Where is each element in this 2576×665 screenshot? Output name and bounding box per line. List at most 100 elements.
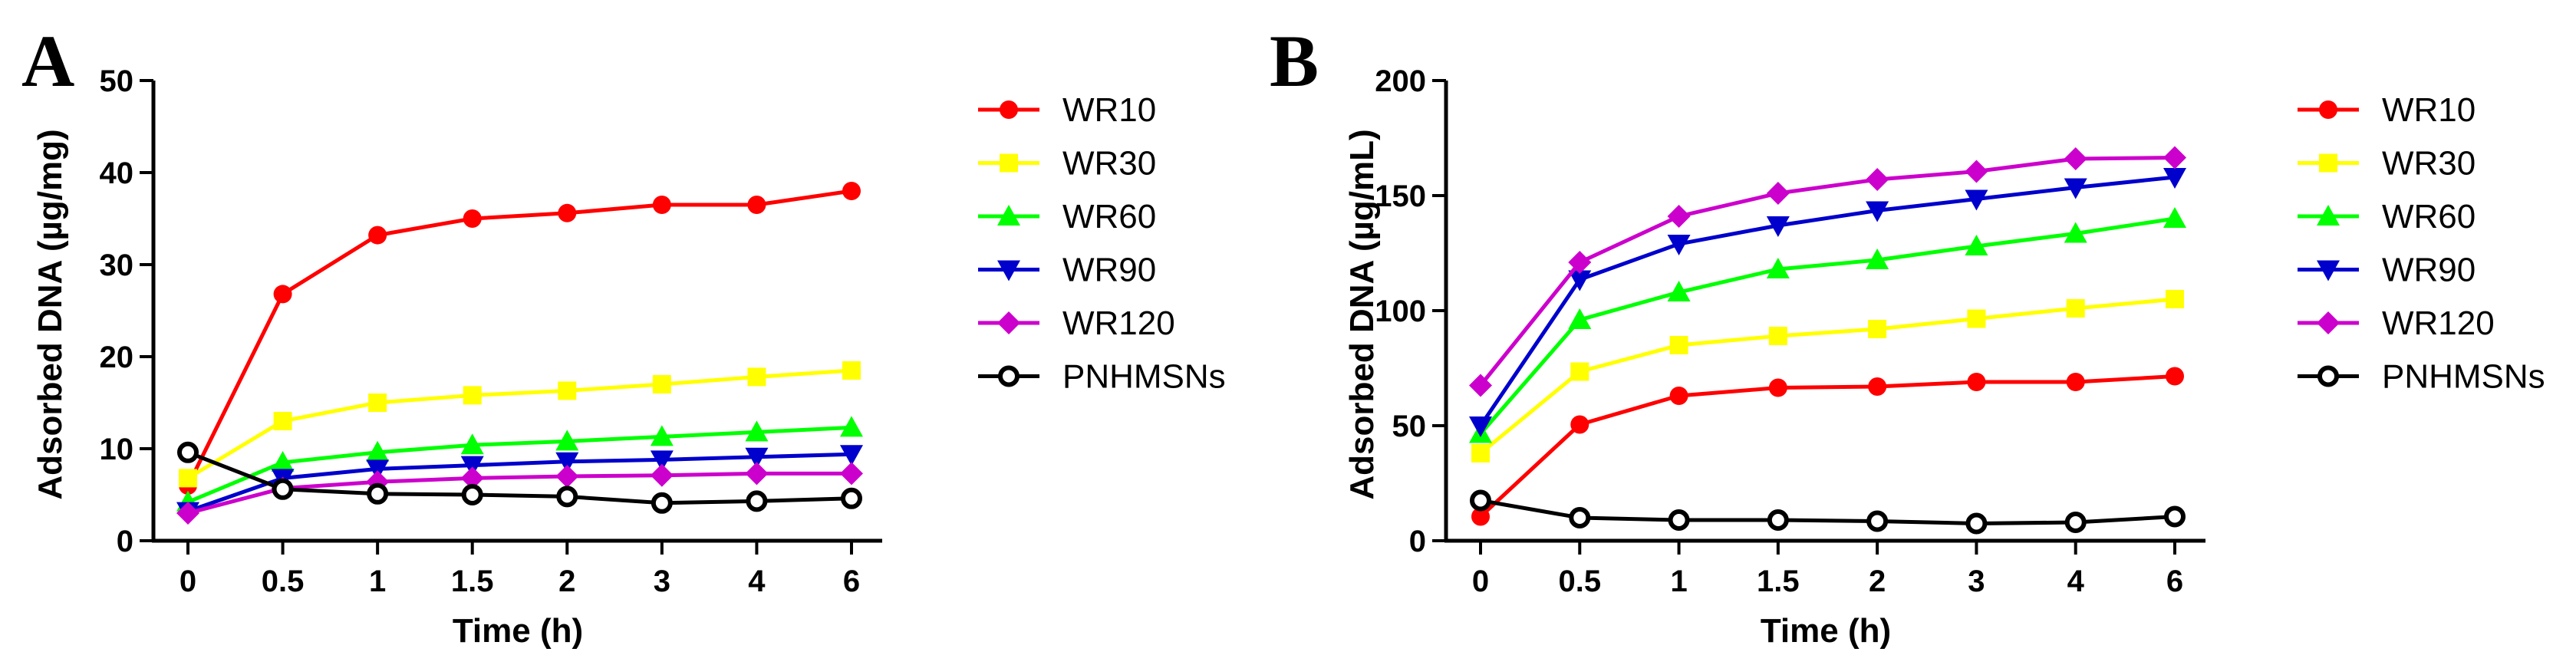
- legend-label: WR90: [1062, 252, 1156, 289]
- data-point: [556, 486, 578, 508]
- legend-marker: [2317, 205, 2340, 226]
- x-tick-label: 0.5: [262, 565, 305, 598]
- data-point: [2066, 373, 2085, 391]
- data-point: [650, 425, 674, 446]
- panel-letter: B: [1270, 20, 1319, 102]
- x-tick-label: 1.5: [451, 565, 494, 598]
- legend-item-wr90: WR90: [978, 252, 1156, 289]
- data-point: [1668, 509, 1690, 531]
- series-wr120: [1469, 146, 2186, 397]
- data-point: [1866, 201, 1889, 222]
- data-point: [2066, 299, 2085, 318]
- data-point: [1766, 182, 1790, 205]
- y-axis-title: Adsorbed DNA (µg/mL): [1343, 129, 1381, 499]
- data-point: [1868, 377, 1887, 396]
- series-line: [187, 450, 852, 505]
- data-point: [842, 361, 861, 380]
- data-point: [745, 420, 769, 442]
- data-point: [2064, 222, 2087, 243]
- data-point: [842, 182, 861, 200]
- data-point: [2164, 505, 2186, 528]
- data-point: [747, 196, 766, 214]
- series-line: [1479, 297, 2176, 455]
- data-point: [2163, 146, 2186, 170]
- y-tick-label: 30: [100, 249, 134, 282]
- data-point: [368, 226, 387, 245]
- data-point: [1767, 509, 1789, 531]
- x-tick-label: 1.5: [1757, 565, 1800, 598]
- data-point: [1568, 251, 1592, 274]
- data-point: [555, 430, 579, 451]
- legend-item-wr60: WR60: [978, 198, 1156, 235]
- data-point: [652, 375, 671, 393]
- legend-item-wr30: WR30: [978, 145, 1156, 183]
- data-point: [461, 484, 483, 505]
- x-tick-label: 4: [748, 565, 766, 598]
- data-point: [1866, 510, 1889, 532]
- data-point: [1568, 270, 1592, 291]
- data-point: [1768, 378, 1787, 397]
- data-point: [558, 381, 577, 400]
- series-line: [187, 425, 852, 504]
- data-point: [1965, 512, 1988, 535]
- legend-label: WR120: [2382, 305, 2495, 342]
- data-point: [650, 463, 674, 487]
- data-point: [1669, 387, 1688, 405]
- data-point: [1469, 416, 1492, 437]
- y-tick-label: 150: [1375, 179, 1426, 213]
- data-point: [1967, 309, 1986, 328]
- legend-label: WR10: [2382, 91, 2476, 129]
- legend-marker: [2317, 260, 2340, 281]
- legend-label: PNHMSNs: [1062, 358, 1226, 396]
- x-tick-label: 6: [843, 565, 860, 598]
- x-tick-label: 3: [1968, 565, 1985, 598]
- series-line: [186, 368, 852, 480]
- series-line: [1479, 216, 2176, 436]
- legend-item-pnhmsns: PNHMSNs: [2298, 358, 2545, 396]
- legend-marker: [997, 260, 1020, 281]
- legend-marker: [2319, 153, 2337, 173]
- legend-marker: [998, 365, 1020, 387]
- data-point: [745, 447, 769, 469]
- legend-label: WR30: [1062, 145, 1156, 183]
- data-point: [367, 482, 389, 505]
- data-point: [1471, 444, 1490, 463]
- y-tick-label: 50: [1392, 410, 1427, 443]
- data-point: [651, 492, 673, 514]
- legend-marker: [997, 205, 1020, 226]
- y-tick-label: 10: [100, 433, 134, 466]
- data-point: [555, 465, 579, 488]
- data-point: [650, 450, 674, 472]
- legend-marker: [997, 311, 1020, 334]
- y-tick-label: 40: [100, 156, 134, 190]
- data-point: [2163, 207, 2186, 228]
- data-point: [1965, 235, 1988, 255]
- series-line: [1480, 499, 2176, 526]
- legend-label: WR10: [1062, 91, 1156, 129]
- data-point: [1967, 373, 1986, 391]
- y-tick-label: 0: [1409, 525, 1426, 558]
- data-point: [840, 462, 863, 486]
- data-point: [1470, 489, 1491, 512]
- x-tick-label: 4: [2067, 565, 2085, 598]
- x-tick-label: 0: [1472, 565, 1489, 598]
- data-point: [2166, 290, 2184, 308]
- data-point: [841, 487, 862, 509]
- legend-label: PNHMSNs: [2382, 358, 2545, 396]
- x-tick-label: 0.5: [1558, 565, 1601, 598]
- data-point: [1768, 327, 1787, 345]
- data-point: [1868, 320, 1887, 338]
- y-tick-label: 200: [1375, 64, 1426, 98]
- data-point: [745, 462, 769, 486]
- legend-label: WR120: [1062, 305, 1175, 342]
- data-point: [460, 456, 484, 477]
- data-point: [273, 285, 292, 304]
- data-point: [273, 412, 292, 430]
- data-point: [840, 416, 863, 437]
- data-point: [1667, 205, 1691, 228]
- chart-panel-a: A 0 10 20 30 40 50 0 0.5 1 1.5 2 3 4 6 Time (h) Adsorbed…: [21, 20, 1226, 650]
- legend-item-wr10: WR10: [2298, 91, 2476, 129]
- series-wr60: [1469, 207, 2186, 443]
- data-point: [271, 451, 295, 472]
- data-point: [460, 433, 484, 455]
